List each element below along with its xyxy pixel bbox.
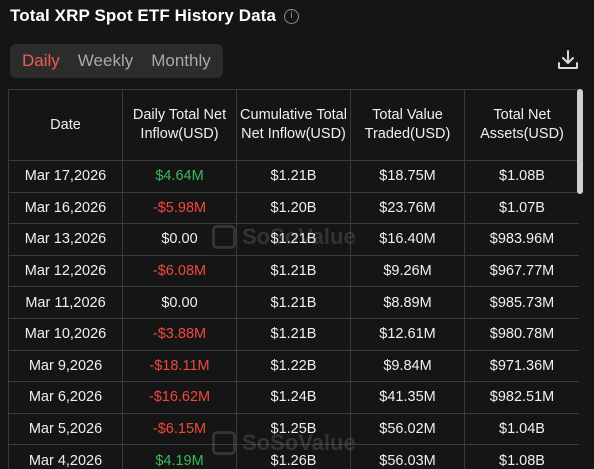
- cell-value-traded: $41.35M: [350, 381, 465, 414]
- table-row: Mar 13,2026 $0.00 $1.21B $16.40M $983.96M: [8, 223, 579, 256]
- cell-cumulative-inflow: $1.21B: [236, 254, 351, 288]
- table-row: Mar 12,2026 -$6.08M $1.21B $9.26M $967.77M: [8, 254, 579, 288]
- cell-net-assets: $971.36M: [464, 349, 579, 383]
- cell-daily-inflow: $0.00: [122, 223, 237, 256]
- cell-value-traded: $56.03M: [350, 444, 465, 469]
- cell-date: Mar 13,2026: [8, 223, 123, 256]
- cell-daily-inflow: -$16.62M: [122, 381, 237, 414]
- cell-cumulative-inflow: $1.21B: [236, 223, 351, 256]
- cell-cumulative-inflow: $1.24B: [236, 381, 351, 414]
- cell-value-traded: $9.84M: [350, 349, 465, 383]
- cell-value-traded: $16.40M: [350, 223, 465, 256]
- cell-daily-inflow: -$6.08M: [122, 254, 237, 288]
- header-value-traded[interactable]: Total Value Traded(USD): [350, 89, 465, 161]
- info-icon[interactable]: i: [284, 8, 300, 24]
- cell-date: Mar 17,2026: [8, 160, 123, 193]
- cell-cumulative-inflow: $1.20B: [236, 191, 351, 225]
- header-net-assets[interactable]: Total Net Assets(USD): [464, 89, 579, 161]
- scrollbar-thumb[interactable]: [577, 89, 583, 194]
- tab-daily[interactable]: Daily: [22, 51, 60, 70]
- table-row: Mar 17,2026 $4.64M $1.21B $18.75M $1.08B: [8, 160, 579, 193]
- cell-daily-inflow: $4.19M: [122, 444, 237, 469]
- download-icon[interactable]: [556, 48, 580, 72]
- cell-net-assets: $982.51M: [464, 381, 579, 414]
- table-header-row: Date Daily Total Net Inflow(USD) Cumulat…: [8, 89, 579, 161]
- header-cumulative-inflow[interactable]: Cumulative Total Net Inflow(USD): [236, 89, 351, 161]
- history-table-container[interactable]: Date Daily Total Net Inflow(USD) Cumulat…: [8, 89, 579, 469]
- header: Total XRP Spot ETF History Data i: [10, 6, 300, 26]
- table-row: Mar 10,2026 -$3.88M $1.21B $12.61M $980.78M: [8, 317, 579, 351]
- cell-date: Mar 10,2026: [8, 317, 123, 351]
- header-daily-inflow[interactable]: Daily Total Net Inflow(USD): [122, 89, 237, 161]
- table-row: Mar 11,2026 $0.00 $1.21B $8.89M $985.73M: [8, 286, 579, 319]
- cell-cumulative-inflow: $1.21B: [236, 286, 351, 319]
- period-tabs: Daily Weekly Monthly: [10, 44, 223, 78]
- cell-cumulative-inflow: $1.22B: [236, 349, 351, 383]
- cell-daily-inflow: -$18.11M: [122, 349, 237, 383]
- cell-daily-inflow: -$5.98M: [122, 191, 237, 225]
- table-row: Mar 6,2026 -$16.62M $1.24B $41.35M $982.51M: [8, 381, 579, 414]
- cell-net-assets: $983.96M: [464, 223, 579, 256]
- history-table: Date Daily Total Net Inflow(USD) Cumulat…: [8, 89, 579, 469]
- cell-net-assets: $985.73M: [464, 286, 579, 319]
- table-body: Mar 17,2026 $4.64M $1.21B $18.75M $1.08B Mar …: [8, 160, 579, 469]
- table-row: Mar 9,2026 -$18.11M $1.22B $9.84M $971.36M: [8, 349, 579, 383]
- cell-value-traded: $9.26M: [350, 254, 465, 288]
- tab-monthly[interactable]: Monthly: [151, 51, 211, 70]
- header-date[interactable]: Date: [8, 89, 123, 161]
- cell-cumulative-inflow: $1.26B: [236, 444, 351, 469]
- cell-net-assets: $967.77M: [464, 254, 579, 288]
- cell-daily-inflow: $4.64M: [122, 160, 237, 193]
- cell-net-assets: $1.04B: [464, 412, 579, 446]
- cell-value-traded: $56.02M: [350, 412, 465, 446]
- cell-value-traded: $8.89M: [350, 286, 465, 319]
- table-row: Mar 16,2026 -$5.98M $1.20B $23.76M $1.07B: [8, 191, 579, 225]
- cell-daily-inflow: -$3.88M: [122, 317, 237, 351]
- cell-cumulative-inflow: $1.21B: [236, 160, 351, 193]
- cell-value-traded: $12.61M: [350, 317, 465, 351]
- cell-cumulative-inflow: $1.21B: [236, 317, 351, 351]
- tab-weekly[interactable]: Weekly: [77, 51, 134, 70]
- table-row: Mar 5,2026 -$6.15M $1.25B $56.02M $1.04B: [8, 412, 579, 446]
- cell-cumulative-inflow: $1.25B: [236, 412, 351, 446]
- cell-value-traded: $18.75M: [350, 160, 465, 193]
- cell-net-assets: $980.78M: [464, 317, 579, 351]
- cell-date: Mar 5,2026: [8, 412, 123, 446]
- cell-date: Mar 4,2026: [8, 444, 123, 469]
- cell-date: Mar 12,2026: [8, 254, 123, 288]
- page-title: Total XRP Spot ETF History Data: [10, 6, 277, 25]
- cell-date: Mar 11,2026: [8, 286, 123, 319]
- cell-value-traded: $23.76M: [350, 191, 465, 225]
- cell-date: Mar 16,2026: [8, 191, 123, 225]
- cell-net-assets: $1.08B: [464, 444, 579, 469]
- cell-daily-inflow: $0.00: [122, 286, 237, 319]
- table-row: Mar 4,2026 $4.19M $1.26B $56.03M $1.08B: [8, 444, 579, 469]
- cell-date: Mar 9,2026: [8, 349, 123, 383]
- cell-daily-inflow: -$6.15M: [122, 412, 237, 446]
- cell-net-assets: $1.08B: [464, 160, 579, 193]
- cell-date: Mar 6,2026: [8, 381, 123, 414]
- cell-net-assets: $1.07B: [464, 191, 579, 225]
